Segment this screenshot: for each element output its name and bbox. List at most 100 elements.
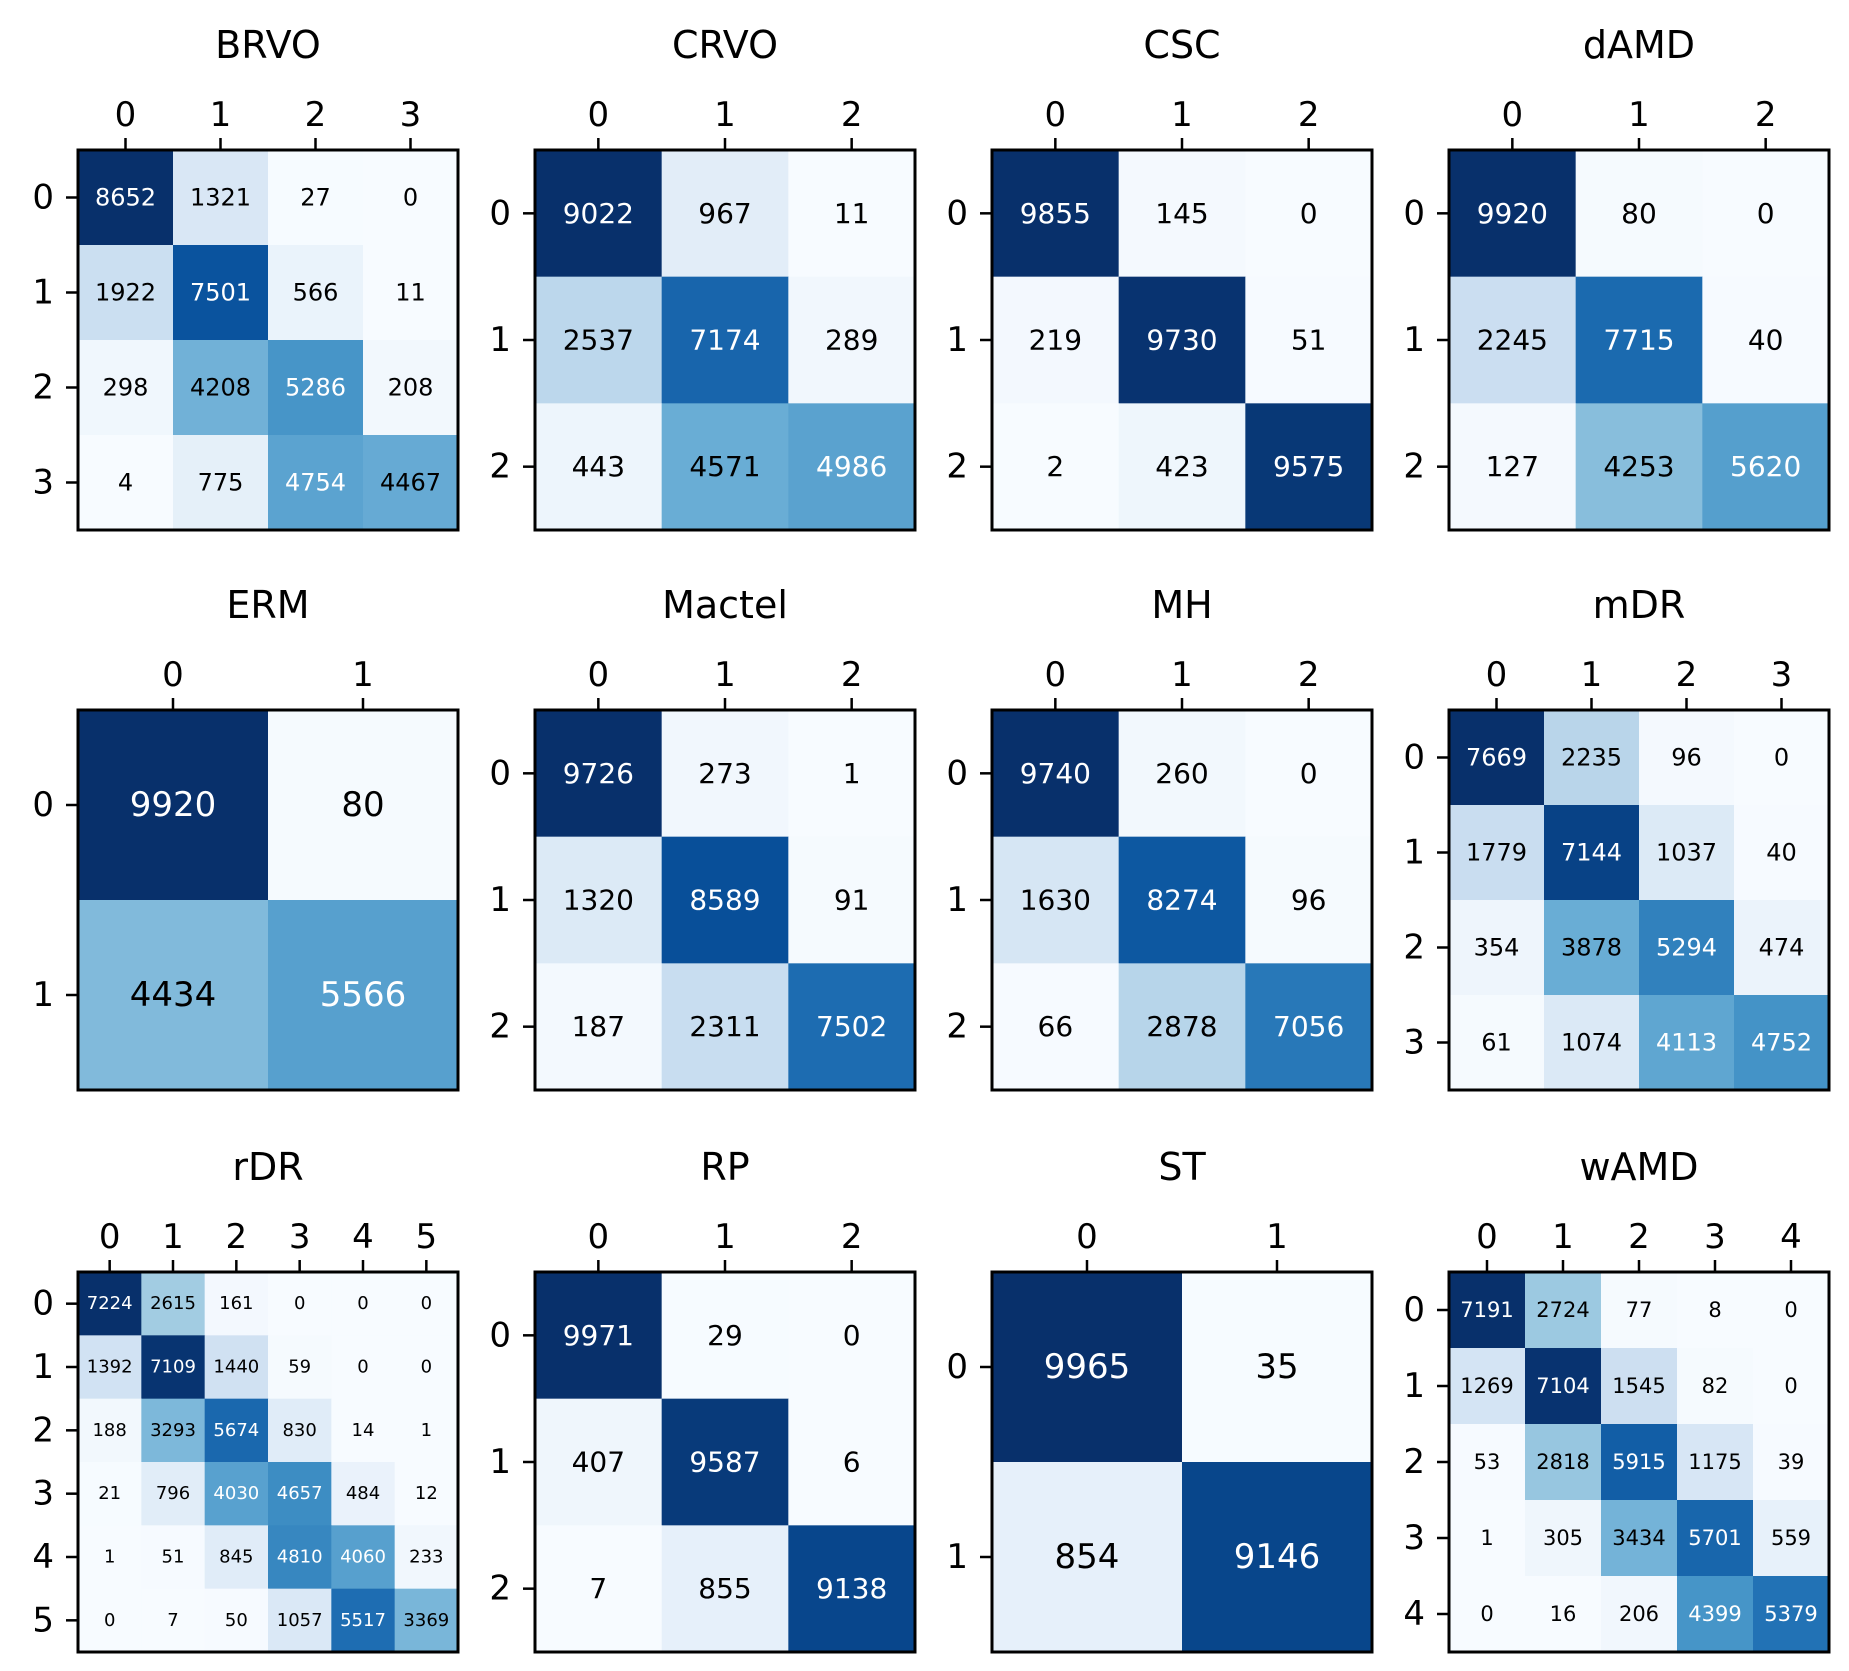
chart-crvo: 9022 967 11 2537 7174 289 443 4571 4986 0 1 2 0 1 2 CRV… [489, 23, 917, 532]
cell-value-label: 16 [1550, 1602, 1577, 1626]
heatmap-cell [1525, 1424, 1602, 1501]
cell-value-label: 7669 [1466, 744, 1527, 772]
cell-value-label: 443 [572, 450, 625, 483]
heatmap-cell [1734, 710, 1830, 806]
heatmap-cell [1601, 1272, 1678, 1349]
heatmap-cell [1601, 1500, 1678, 1577]
heatmap-cell [535, 1272, 663, 1400]
x-tick-label: 0 [99, 1217, 121, 1257]
cell-value-label: 82 [1702, 1374, 1729, 1398]
heatmap-cell [788, 836, 916, 964]
cell-value-label: 0 [1300, 197, 1318, 230]
cell-value-label: 559 [1771, 1526, 1811, 1550]
y-tick-label: 0 [489, 193, 511, 233]
heatmap-cell [1753, 1348, 1830, 1425]
x-tick-label: 1 [352, 655, 374, 695]
y-tick-label: 5 [32, 1600, 54, 1640]
cell-value-label: 188 [92, 1420, 126, 1441]
heatmap-cell [173, 435, 269, 531]
cell-value-label: 1320 [563, 884, 634, 917]
heatmap-cell [78, 435, 174, 531]
cell-value-label: 5566 [320, 975, 407, 1015]
y-tick-label: 0 [946, 753, 968, 793]
chart-title: RP [700, 1145, 749, 1189]
cell-value-label: 830 [282, 1420, 316, 1441]
heatmap-cell [1449, 900, 1545, 996]
y-tick-label: 3 [1403, 1518, 1425, 1558]
y-tick-label: 2 [489, 1007, 511, 1047]
heatmap-cell [1449, 1500, 1526, 1577]
x-tick-label: 0 [1486, 655, 1508, 695]
heatmap-cell [78, 710, 269, 901]
heatmap-cell [394, 1588, 459, 1653]
y-tick-label: 1 [489, 880, 511, 920]
y-tick-label: 4 [1403, 1594, 1425, 1634]
x-tick-label: 3 [1771, 655, 1793, 695]
heatmap-cell [1245, 963, 1373, 1091]
cell-value-label: 21 [98, 1483, 121, 1504]
cell-value-label: 0 [294, 1293, 305, 1314]
x-tick-label: 0 [1502, 95, 1524, 135]
cell-value-label: 96 [1291, 884, 1327, 917]
heatmap-cell [78, 150, 174, 246]
cell-value-label: 4208 [190, 374, 251, 402]
cell-value-label: 9138 [816, 1572, 887, 1605]
heatmap-cell [268, 900, 459, 1091]
y-tick-label: 3 [32, 463, 54, 503]
heatmap-cell [661, 963, 789, 1091]
cell-value-label: 0 [1784, 1298, 1797, 1322]
heatmap-cell [1544, 805, 1640, 901]
heatmap-cell [204, 1272, 269, 1336]
heatmap-cell [1449, 1576, 1526, 1653]
heatmap-cell [173, 150, 269, 246]
heatmap-cell [1753, 1272, 1830, 1349]
cell-value-label: 4986 [816, 450, 887, 483]
heatmap-cell [992, 150, 1120, 278]
heatmap-cell [363, 150, 459, 246]
chart-csc: 9855 145 0 219 9730 51 2 423 9575 0 1 2 0 1 2 CSC [946, 23, 1374, 532]
chart-title: rDR [232, 1145, 303, 1189]
y-tick-label: 0 [1403, 738, 1425, 778]
cell-value-label: 2878 [1146, 1010, 1217, 1043]
heatmap-cell [788, 963, 916, 1091]
x-tick-label: 2 [841, 655, 863, 695]
cell-value-label: 5620 [1730, 450, 1801, 483]
heatmap-cell [992, 1272, 1183, 1463]
y-tick-label: 0 [32, 178, 54, 218]
heatmap-cell [992, 710, 1120, 838]
heatmap-cell [661, 403, 789, 531]
heatmap-cell [535, 836, 663, 964]
heatmap-cell [1525, 1500, 1602, 1577]
y-tick-label: 2 [489, 447, 511, 487]
cell-value-label: 53 [1474, 1450, 1501, 1474]
cell-value-label: 5674 [213, 1420, 259, 1441]
heatmap-cell [1734, 900, 1830, 996]
heatmap-cell [331, 1398, 396, 1463]
chart-title: BRVO [215, 23, 321, 67]
heatmap-cell [1601, 1348, 1678, 1425]
cell-value-label: 1 [421, 1420, 432, 1441]
x-tick-label: 2 [841, 95, 863, 135]
cell-value-label: 1630 [1020, 884, 1091, 917]
x-tick-label: 2 [226, 1217, 248, 1257]
heatmap-cell [1753, 1500, 1830, 1577]
heatmap-cell [1734, 995, 1830, 1091]
heatmap-cell [394, 1525, 459, 1590]
y-tick-label: 1 [1403, 1366, 1425, 1406]
cell-value-label: 1545 [1612, 1374, 1665, 1398]
heatmap-cell [1575, 276, 1703, 404]
y-tick-label: 1 [32, 1347, 54, 1387]
heatmap-cell [535, 150, 663, 278]
heatmap-cell [788, 1272, 916, 1400]
x-tick-label: 2 [305, 95, 327, 135]
heatmap-cell [1734, 805, 1830, 901]
heatmap-cell [1677, 1272, 1754, 1349]
x-tick-label: 2 [1298, 655, 1320, 695]
cell-value-label: 9920 [130, 785, 217, 825]
cell-value-label: 0 [104, 1610, 115, 1631]
cell-value-label: 5701 [1688, 1526, 1741, 1550]
cell-value-label: 1392 [87, 1357, 133, 1378]
heatmap-cell [394, 1272, 459, 1336]
cell-value-label: 3434 [1612, 1526, 1665, 1550]
y-tick-label: 1 [946, 320, 968, 360]
